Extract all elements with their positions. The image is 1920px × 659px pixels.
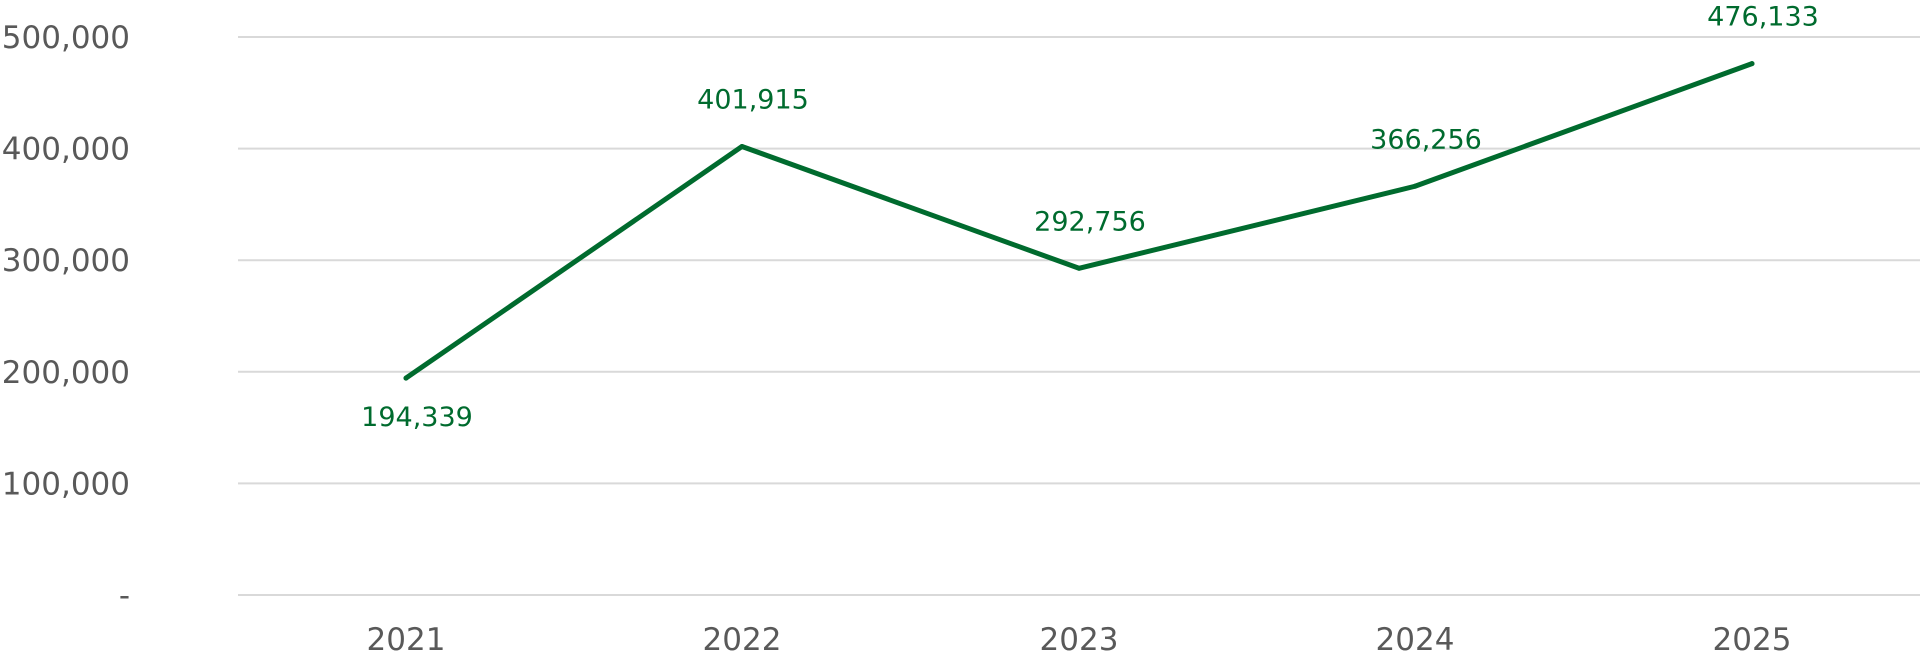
y-tick-label: 300,000: [2, 243, 130, 279]
data-point: [1076, 265, 1082, 271]
data-label: 476,133: [1707, 2, 1819, 33]
data-label: 194,339: [361, 402, 473, 433]
data-label: 366,256: [1370, 124, 1482, 155]
data-label: 292,756: [1034, 206, 1146, 237]
data-point: [403, 375, 409, 381]
y-tick-label: -: [119, 578, 130, 614]
data-point: [739, 143, 745, 149]
data-point: [1749, 61, 1755, 67]
data-point: [1412, 183, 1418, 189]
y-tick-label: 400,000: [2, 132, 130, 168]
x-tick-label: 2024: [1376, 622, 1455, 658]
x-tick-label: 2025: [1713, 622, 1792, 658]
data-label: 401,915: [697, 84, 809, 115]
y-tick-label: 500,000: [2, 20, 130, 56]
data-labels: 194,339 401,915 292,756 366,256 476,133: [361, 2, 1819, 433]
series: [403, 61, 1755, 381]
y-tick-label: 200,000: [2, 355, 130, 391]
x-tick-label: 2023: [1040, 622, 1119, 658]
x-axis: 2021 2022 2023 2024 2025: [367, 622, 1792, 658]
y-axis: - 100,000 200,000 300,000 400,000 500,000: [2, 20, 130, 614]
x-tick-label: 2022: [703, 622, 782, 658]
y-tick-label: 100,000: [2, 466, 130, 502]
gridlines: [238, 36, 1920, 596]
x-tick-label: 2021: [367, 622, 446, 658]
